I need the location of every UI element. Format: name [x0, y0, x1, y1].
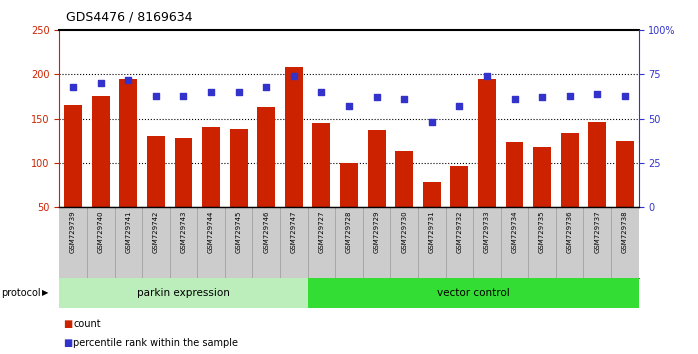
Point	[315, 89, 327, 95]
Bar	[285, 67, 303, 251]
Point	[537, 95, 548, 100]
Bar	[395, 152, 413, 251]
Point	[564, 93, 575, 98]
Bar	[91, 96, 110, 251]
Text: GSM729738: GSM729738	[622, 211, 628, 253]
Bar	[313, 123, 330, 251]
Bar	[423, 182, 440, 251]
Bar	[588, 122, 607, 251]
Text: GSM729727: GSM729727	[318, 211, 325, 253]
Text: GSM729731: GSM729731	[429, 211, 435, 253]
Point	[426, 119, 438, 125]
Text: parkin expression: parkin expression	[137, 288, 230, 298]
Bar	[450, 166, 468, 251]
Text: GDS4476 / 8169634: GDS4476 / 8169634	[66, 11, 193, 24]
Bar	[505, 142, 524, 251]
Text: GSM729741: GSM729741	[126, 211, 131, 253]
Point	[343, 103, 355, 109]
Text: vector control: vector control	[437, 288, 510, 298]
Text: GSM729735: GSM729735	[539, 211, 545, 253]
Point	[260, 84, 272, 90]
Point	[454, 103, 465, 109]
Bar	[368, 130, 385, 251]
Bar	[308, 278, 639, 308]
Point	[482, 73, 493, 79]
Text: GSM729734: GSM729734	[512, 211, 517, 253]
Point	[178, 93, 189, 98]
Text: percentile rank within the sample: percentile rank within the sample	[73, 338, 238, 348]
Text: GSM729730: GSM729730	[401, 211, 407, 253]
Bar	[59, 278, 308, 308]
Text: count: count	[73, 319, 101, 329]
Bar	[119, 79, 138, 251]
Text: GSM729728: GSM729728	[346, 211, 352, 253]
Bar	[533, 147, 551, 251]
Point	[399, 96, 410, 102]
Point	[619, 93, 630, 98]
Text: ■: ■	[63, 338, 72, 348]
Point	[95, 80, 106, 86]
Text: GSM729739: GSM729739	[70, 211, 76, 253]
Point	[233, 89, 244, 95]
Bar	[202, 127, 220, 251]
Text: GSM729744: GSM729744	[208, 211, 214, 253]
Text: GSM729745: GSM729745	[236, 211, 242, 253]
Text: GSM729733: GSM729733	[484, 211, 490, 253]
Point	[68, 84, 79, 90]
Text: GSM729747: GSM729747	[291, 211, 297, 253]
Bar	[340, 163, 358, 251]
Text: GSM729742: GSM729742	[153, 211, 159, 253]
Text: GSM729732: GSM729732	[456, 211, 462, 253]
Bar	[258, 107, 275, 251]
Text: GSM729743: GSM729743	[181, 211, 186, 253]
Point	[592, 91, 603, 97]
Text: GSM729737: GSM729737	[594, 211, 600, 253]
Text: GSM729746: GSM729746	[263, 211, 269, 253]
Point	[509, 96, 520, 102]
Bar	[478, 79, 496, 251]
Bar	[616, 141, 634, 251]
Text: GSM729740: GSM729740	[98, 211, 104, 253]
Bar	[64, 105, 82, 251]
Point	[123, 77, 134, 82]
Bar	[174, 138, 193, 251]
Bar	[560, 133, 579, 251]
Point	[288, 73, 299, 79]
Bar	[147, 136, 165, 251]
Text: ▶: ▶	[42, 289, 48, 297]
Text: ■: ■	[63, 319, 72, 329]
Point	[205, 89, 216, 95]
Point	[371, 95, 383, 100]
Bar	[230, 129, 248, 251]
Text: protocol: protocol	[1, 288, 41, 298]
Point	[150, 93, 161, 98]
Text: GSM729736: GSM729736	[567, 211, 572, 253]
Text: GSM729729: GSM729729	[373, 211, 380, 253]
